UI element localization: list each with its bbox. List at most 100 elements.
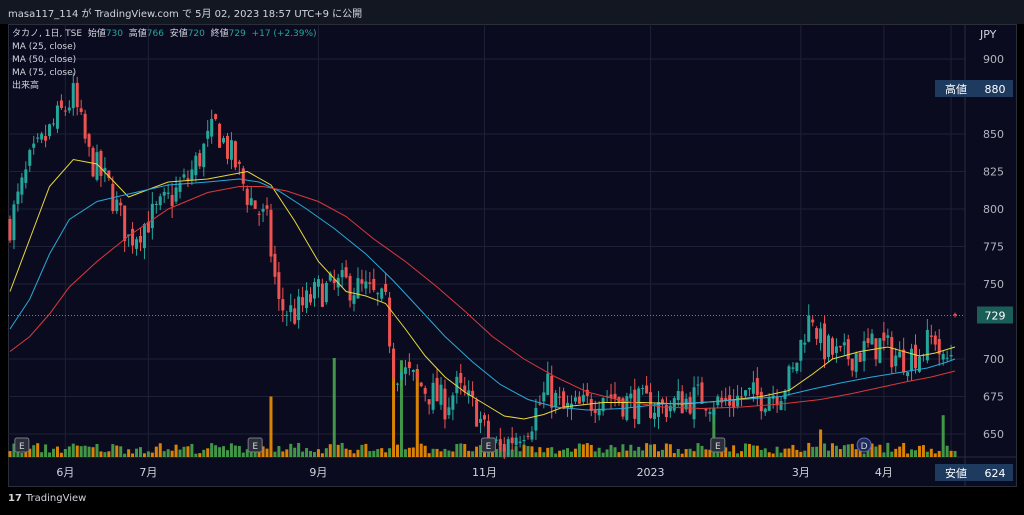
volume-bar (150, 452, 154, 457)
tradingview-brand[interactable]: 17 TradingView (8, 493, 86, 504)
candle-body (154, 204, 158, 206)
volume-bar (534, 452, 538, 457)
candle-body (24, 169, 28, 183)
price-tag-name: 高値 (945, 82, 967, 96)
volume-bar (917, 445, 921, 457)
candle-body (910, 348, 914, 371)
candle-body (150, 203, 154, 229)
candle-body (759, 391, 763, 412)
candle-body (534, 407, 538, 431)
candle-body (589, 399, 593, 411)
ma50-label[interactable]: MA (50, close) (12, 55, 77, 65)
candle-body (273, 253, 277, 277)
volume-bar (229, 443, 233, 457)
tradingview-logo-icon: 17 (8, 493, 22, 504)
volume-bar (265, 448, 269, 457)
volume-bar (178, 449, 182, 457)
marker-bg (14, 437, 30, 453)
volume-bar (186, 446, 190, 457)
ma75-label[interactable]: MA (75, close) (12, 68, 77, 78)
candle-body (732, 400, 736, 409)
volume-bar (929, 448, 933, 457)
candle-body (914, 344, 918, 369)
earnings-marker[interactable]: E (247, 437, 263, 453)
candle-body (522, 439, 526, 441)
volume-bar (767, 452, 771, 457)
candle-body (933, 335, 937, 345)
earnings-marker[interactable]: E (480, 437, 496, 453)
volume-bar (59, 452, 63, 457)
candle-body (554, 392, 558, 408)
candle-body (870, 333, 874, 345)
volume-bar (241, 452, 245, 457)
candle-body (222, 138, 226, 143)
candle-body (214, 114, 218, 120)
candle-body (229, 140, 233, 160)
candle-body (399, 372, 403, 380)
volume-bar (174, 444, 178, 457)
volume-bar (79, 446, 83, 457)
candle-body (886, 335, 890, 338)
candle-body (724, 397, 728, 401)
volume-bar (392, 355, 396, 457)
candle-body (660, 399, 664, 404)
volume-bar (882, 452, 886, 457)
volume-bar (589, 444, 593, 457)
volume-bar (566, 448, 570, 457)
volume-bar (941, 415, 945, 457)
price-chart[interactable]: 6月7月9月11月20233月4月8 JPY900850825800775750… (8, 24, 1017, 487)
volume-bar (933, 453, 937, 457)
candle-body (316, 279, 320, 287)
y-tick-label: 800 (983, 203, 1004, 216)
ma25-label[interactable]: MA (25, close) (12, 42, 77, 52)
candle-body (779, 401, 783, 410)
dividend-marker[interactable]: D (856, 437, 872, 453)
candle-body (249, 198, 253, 206)
marker-bg (710, 437, 726, 453)
earnings-marker[interactable]: E (710, 437, 726, 453)
candle-body (71, 83, 75, 109)
volume-bar (384, 452, 388, 457)
candle-body (119, 202, 123, 206)
candle-body (720, 397, 724, 403)
candle-body (593, 410, 597, 413)
candle-body (368, 282, 372, 284)
volume-bar (653, 444, 657, 457)
candle-body (233, 141, 237, 168)
volume-bar (902, 442, 906, 457)
volume-bar (775, 446, 779, 457)
candle-body (301, 297, 305, 306)
candle-body (123, 205, 127, 242)
candle-body (641, 388, 645, 390)
candle-body (83, 113, 87, 139)
volume-bar (146, 451, 150, 457)
volume-bar (459, 443, 463, 457)
candle-body (289, 305, 293, 313)
volume-bar (8, 451, 12, 457)
volume-bar (237, 445, 241, 457)
earnings-marker[interactable]: E (14, 437, 30, 453)
candle-body (550, 375, 554, 408)
volume-bar (597, 447, 601, 457)
volume-bar (198, 453, 202, 457)
volume-label[interactable]: 出来高 (12, 81, 40, 91)
candle-body (146, 221, 150, 233)
candle-body (866, 338, 870, 343)
volume-bar (910, 449, 914, 457)
candle-body (542, 392, 546, 402)
volume-bar (411, 447, 415, 457)
publisher-line: masa117_114 が TradingView.com で 5月 02, 2… (8, 9, 363, 20)
candle-body (937, 339, 941, 355)
candle-body (384, 284, 388, 292)
volume-bar (510, 449, 514, 457)
volume-bar (119, 446, 123, 457)
volume-bar (914, 450, 918, 457)
moving-averages (9, 158, 956, 420)
volume-bar (423, 445, 427, 457)
volume-bar (162, 451, 166, 457)
volume-bar (601, 452, 605, 457)
volume-bar (320, 453, 324, 457)
chart-frame[interactable] (8, 24, 1017, 487)
candle-body (245, 188, 249, 205)
